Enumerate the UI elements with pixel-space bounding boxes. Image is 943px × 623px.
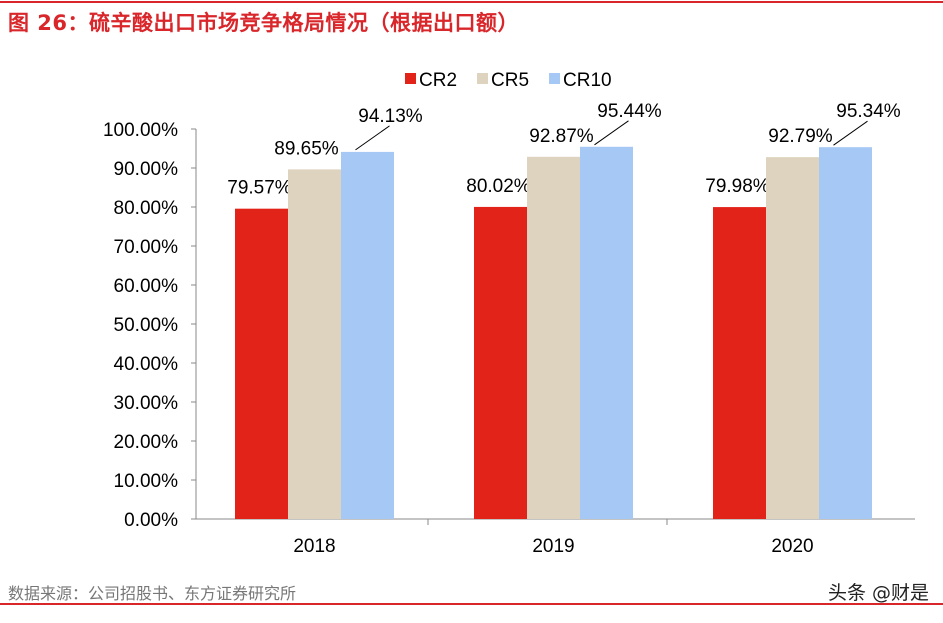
- data-label: 79.98%: [705, 176, 770, 197]
- legend-swatch-cr5: [477, 73, 489, 84]
- legend-label: CR5: [491, 70, 529, 91]
- legend-label: CR2: [419, 70, 457, 91]
- data-label: 95.44%: [597, 101, 662, 122]
- bar-cr10: [580, 146, 633, 519]
- y-tick-label: 10.00%: [114, 471, 179, 492]
- bar-cr5: [527, 156, 580, 519]
- leader-line: [594, 120, 629, 146]
- legend-label: CR10: [563, 70, 612, 91]
- source-note: 数据来源：公司招股书、东方证券研究所: [8, 584, 297, 603]
- leader-line: [355, 125, 390, 151]
- data-label: 94.13%: [358, 106, 423, 127]
- bar-cr2: [235, 208, 288, 519]
- bottom-rule: [0, 603, 943, 605]
- data-label: 92.87%: [529, 126, 594, 147]
- watermark: 头条 @财是: [827, 582, 929, 604]
- data-label: 89.65%: [274, 138, 339, 159]
- bar-cr2: [474, 206, 527, 519]
- y-tick-label: 100.00%: [103, 120, 178, 141]
- bar-cr5: [766, 157, 819, 519]
- y-tick-label: 30.00%: [114, 393, 179, 414]
- figure-title: 图 26：硫辛酸出口市场竞争格局情况（根据出口额）: [8, 11, 520, 35]
- y-tick-label: 50.00%: [114, 315, 179, 336]
- y-tick-label: 90.00%: [114, 159, 179, 180]
- y-tick-label: 0.00%: [124, 510, 178, 531]
- bar-cr2: [713, 207, 766, 519]
- top-rule: [0, 1, 943, 3]
- bar-cr10: [341, 151, 394, 519]
- y-tick-label: 20.00%: [114, 432, 179, 453]
- bar-cr10: [819, 147, 872, 519]
- data-label: 92.79%: [768, 126, 833, 147]
- y-tick-label: 60.00%: [114, 276, 179, 297]
- leader-line: [833, 120, 868, 146]
- x-tick-label: 2020: [771, 536, 813, 557]
- x-tick-label: 2018: [293, 536, 335, 557]
- y-tick-label: 80.00%: [114, 198, 179, 219]
- y-tick-label: 70.00%: [114, 237, 179, 258]
- data-label: 80.02%: [466, 176, 531, 197]
- data-label: 79.57%: [227, 178, 292, 199]
- data-label: 95.34%: [836, 101, 901, 122]
- x-tick-label: 2019: [532, 536, 574, 557]
- bar-cr5: [288, 169, 341, 520]
- legend-swatch-cr10: [549, 73, 561, 84]
- legend-swatch-cr2: [405, 73, 416, 84]
- y-tick-label: 40.00%: [114, 354, 179, 375]
